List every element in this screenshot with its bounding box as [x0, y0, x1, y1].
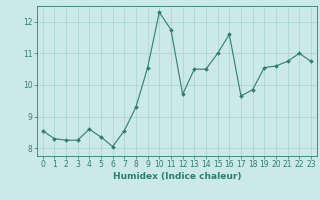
- X-axis label: Humidex (Indice chaleur): Humidex (Indice chaleur): [113, 172, 241, 181]
